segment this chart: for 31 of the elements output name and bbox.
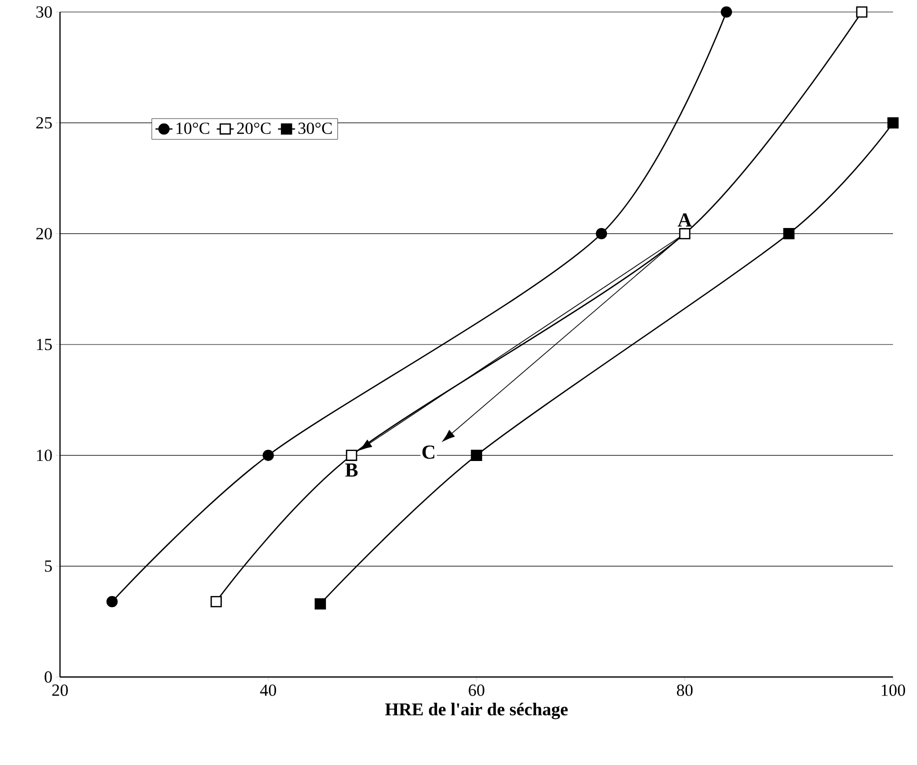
y-tick-label: 15: [37, 338, 52, 350]
point: [262, 450, 274, 461]
x-tick-label: 20: [52, 684, 68, 696]
point: [106, 596, 118, 608]
point: [783, 228, 795, 240]
point: [314, 598, 326, 610]
y-tick-label: 0: [44, 671, 52, 683]
point: [470, 450, 482, 461]
x-tick-label: 80: [676, 684, 693, 696]
y-tick-label: 5: [45, 560, 52, 572]
legend-label: 20°C: [237, 122, 270, 134]
point: [887, 117, 899, 128]
annotation: C: [422, 445, 434, 459]
x-axis-title: HRE de l'air de séchage: [385, 702, 568, 720]
y-tick-label: 20: [36, 228, 52, 240]
point: [679, 228, 690, 240]
point: [210, 596, 222, 608]
y-tick-label: 30: [36, 6, 52, 18]
legend-label: 10°C: [176, 122, 210, 134]
legend-label: 30°C: [298, 122, 332, 134]
y-tick-label: 10: [37, 450, 52, 462]
annotation: A: [678, 213, 692, 226]
point: [346, 450, 358, 461]
point: [720, 6, 732, 18]
x-tick-label: 100: [882, 684, 906, 696]
x-tick-label: 40: [260, 684, 276, 696]
point: [856, 6, 868, 18]
point: [596, 228, 608, 240]
y-tick-label: 25: [36, 117, 52, 129]
annotation: B: [345, 464, 358, 477]
x-tick-label: 60: [468, 684, 484, 696]
